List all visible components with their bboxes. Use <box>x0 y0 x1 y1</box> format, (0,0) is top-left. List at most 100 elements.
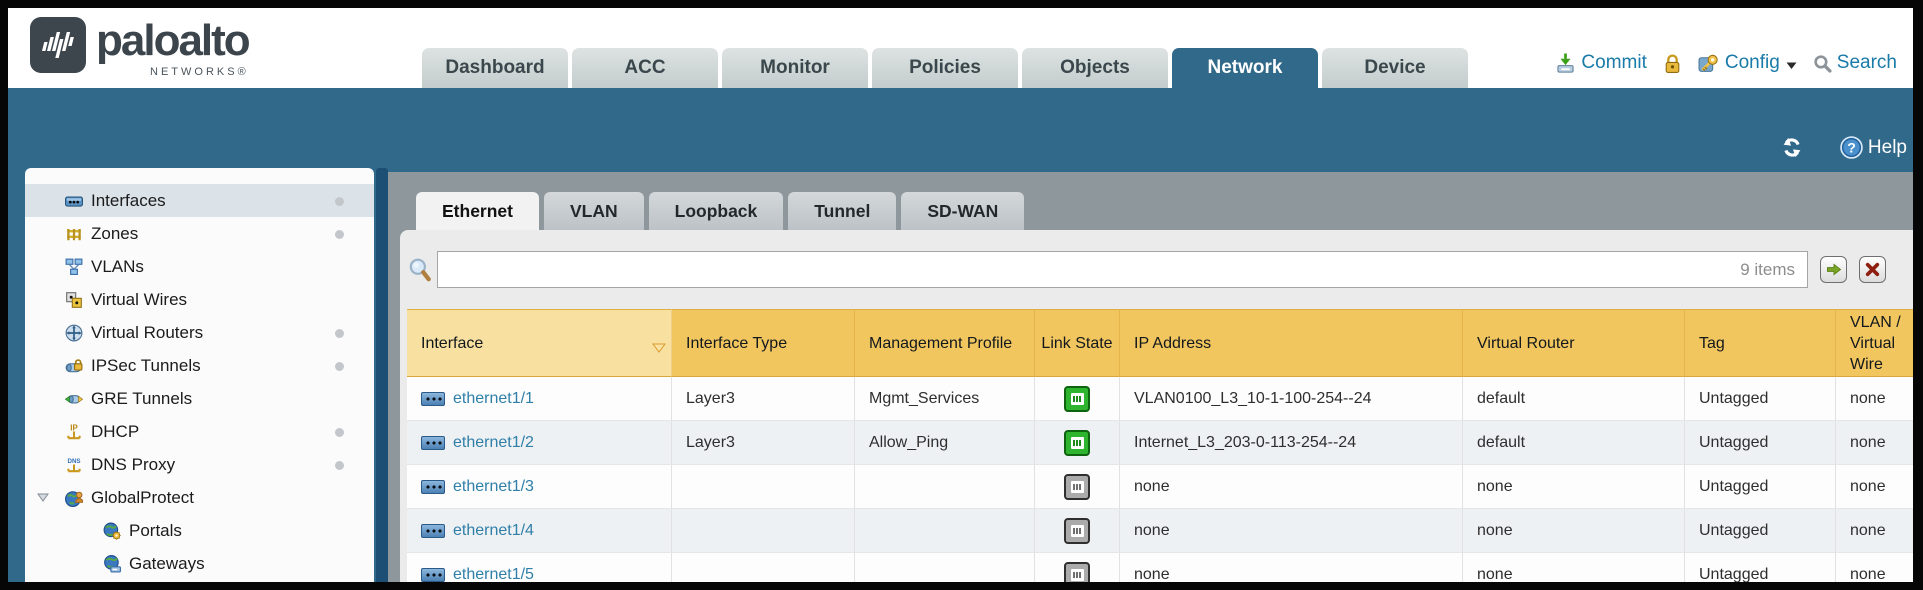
interface-type-cell <box>672 553 855 582</box>
sort-dropdown-icon[interactable] <box>652 338 666 359</box>
interface-link[interactable]: ethernet1/1 <box>453 389 534 407</box>
interface-link[interactable]: ethernet1/2 <box>453 433 534 451</box>
tab-device[interactable]: Device <box>1322 48 1468 88</box>
search-button[interactable]: Search <box>1836 52 1897 73</box>
interface-link[interactable]: ethernet1/5 <box>453 565 534 583</box>
sidebar-item-dns-proxy[interactable]: DNS DNS Proxy <box>25 448 374 481</box>
column-header-link-state[interactable]: Link State <box>1035 309 1120 377</box>
tab-ethernet[interactable]: Ethernet <box>416 192 539 230</box>
table-header: Interface Interface Type Management Prof… <box>407 309 1913 377</box>
sidebar-item-virtual-routers[interactable]: Virtual Routers <box>25 316 374 349</box>
config-button[interactable]: Config <box>1724 52 1780 73</box>
lock-icon[interactable] <box>1663 53 1682 74</box>
search-icon[interactable] <box>1813 54 1832 73</box>
filter-row: 9 items <box>400 230 1913 288</box>
management-profile-cell <box>855 465 1035 509</box>
item-count: 9 items <box>1740 259 1795 279</box>
tab-acc[interactable]: ACC <box>572 48 718 88</box>
link-state-cell <box>1035 553 1120 582</box>
paloalto-logo-icon <box>30 17 86 73</box>
management-profile-cell <box>855 509 1035 553</box>
sidebar-item-label: Interfaces <box>91 190 166 210</box>
vlan-cell: none <box>1836 509 1913 553</box>
filter-input[interactable] <box>438 252 1741 287</box>
vlan-cell: none <box>1836 553 1913 583</box>
chevron-down-icon[interactable] <box>1786 54 1797 76</box>
globalprotect-icon <box>65 489 83 507</box>
sidebar-item-interfaces[interactable]: Interfaces <box>25 184 374 217</box>
brand-sub: NETWORKS® <box>150 66 249 78</box>
table-row[interactable]: ethernet1/3 none none Untagged none <box>407 465 1913 509</box>
ethernet-interface-icon <box>421 479 445 494</box>
sidebar: Interfaces Zones VLANs Virtual Wires Vir… <box>25 168 374 582</box>
commit-icon[interactable] <box>1555 53 1576 74</box>
table-row[interactable]: ethernet1/2 Layer3 Allow_Ping Internet_L… <box>407 421 1913 465</box>
ethernet-interface-icon <box>421 523 445 538</box>
help-button[interactable]: ? Help <box>1840 136 1907 159</box>
tab-vlan[interactable]: VLAN <box>543 192 644 230</box>
sidebar-item-virtual-wires[interactable]: Virtual Wires <box>25 283 374 316</box>
tag-cell: Untagged <box>1685 509 1836 553</box>
tab-tunnel[interactable]: Tunnel <box>788 192 897 230</box>
sidebar-item-gateways[interactable]: Gateways <box>25 547 374 580</box>
sidebar-splitter[interactable] <box>376 168 388 582</box>
tab-policies[interactable]: Policies <box>872 48 1018 88</box>
tab-loopback[interactable]: Loopback <box>648 192 784 230</box>
interface-type-cell: Layer3 <box>672 421 855 465</box>
column-header-virtual-router[interactable]: Virtual Router <box>1463 309 1685 377</box>
tab-objects[interactable]: Objects <box>1022 48 1168 88</box>
management-profile-cell: Allow_Ping <box>855 421 1035 465</box>
column-header-tag[interactable]: Tag <box>1685 309 1836 377</box>
sidebar-item-label: IPSec Tunnels <box>91 355 201 375</box>
interfaces-table: Interface Interface Type Management Prof… <box>407 309 1913 582</box>
tag-cell: Untagged <box>1685 465 1836 509</box>
clear-filter-button[interactable] <box>1859 256 1886 283</box>
tab-network[interactable]: Network <box>1172 48 1318 88</box>
app-chrome: paloalto NETWORKS® Dashboard ACC Monitor… <box>8 8 1913 582</box>
sidebar-item-label: GRE Tunnels <box>91 388 193 408</box>
management-profile-cell: Mgmt_Services <box>855 377 1035 421</box>
sidebar-item-zones[interactable]: Zones <box>25 217 374 250</box>
sidebar-item-label: Virtual Routers <box>91 322 204 342</box>
status-dot <box>335 230 344 239</box>
sidebar-item-portals[interactable]: Portals <box>25 514 374 547</box>
refresh-icon[interactable] <box>1780 137 1804 158</box>
column-header-ip-address[interactable]: IP Address <box>1120 309 1463 377</box>
interface-link[interactable]: ethernet1/4 <box>453 521 534 539</box>
tab-dashboard[interactable]: Dashboard <box>422 48 568 88</box>
column-header-vlan-virtual-wire[interactable]: VLAN / Virtual Wire <box>1836 309 1913 377</box>
table-row[interactable]: ethernet1/1 Layer3 Mgmt_Services VLAN010… <box>407 377 1913 421</box>
link-state-down-icon <box>1064 473 1090 500</box>
interface-cell: ethernet1/5 <box>407 553 672 582</box>
column-header-interface[interactable]: Interface <box>407 309 672 377</box>
vlans-icon <box>65 258 83 276</box>
filter-search-icon[interactable] <box>408 257 432 283</box>
tab-monitor[interactable]: Monitor <box>722 48 868 88</box>
brand-name: paloalto <box>96 16 251 65</box>
sidebar-item-vlans[interactable]: VLANs <box>25 250 374 283</box>
config-icon[interactable] <box>1698 53 1720 74</box>
sidebar-item-partial[interactable] <box>25 580 374 582</box>
sidebar-item-globalprotect[interactable]: GlobalProtect <box>25 481 374 514</box>
svg-text:?: ? <box>1847 140 1856 156</box>
interface-link[interactable]: ethernet1/3 <box>453 477 534 495</box>
sidebar-item-gre-tunnels[interactable]: GRE Tunnels <box>25 382 374 415</box>
table-row[interactable]: ethernet1/4 none none Untagged none <box>407 509 1913 553</box>
status-dot <box>335 197 344 206</box>
commit-button[interactable]: Commit <box>1581 52 1647 73</box>
sidebar-item-dhcp[interactable]: IP DHCP <box>25 415 374 448</box>
apply-filter-button[interactable] <box>1820 256 1847 283</box>
chevron-expanded-icon[interactable] <box>37 493 49 502</box>
link-state-down-icon <box>1064 561 1090 582</box>
top-bar: paloalto NETWORKS® Dashboard ACC Monitor… <box>8 8 1913 88</box>
column-header-management-profile[interactable]: Management Profile <box>855 309 1035 377</box>
header-actions: Commit Config Search <box>1555 50 1897 76</box>
vlan-cell: none <box>1836 465 1913 509</box>
table-row[interactable]: ethernet1/5 none none Untagged none <box>407 553 1913 582</box>
sidebar-item-ipsec-tunnels[interactable]: IPSec Tunnels <box>25 349 374 382</box>
column-header-interface-type[interactable]: Interface Type <box>672 309 855 377</box>
help-icon: ? <box>1840 136 1863 159</box>
sidebar-item-label: DNS Proxy <box>91 454 176 474</box>
tab-sdwan[interactable]: SD-WAN <box>901 192 1025 230</box>
paloalto-logo: paloalto NETWORKS® <box>30 16 251 78</box>
